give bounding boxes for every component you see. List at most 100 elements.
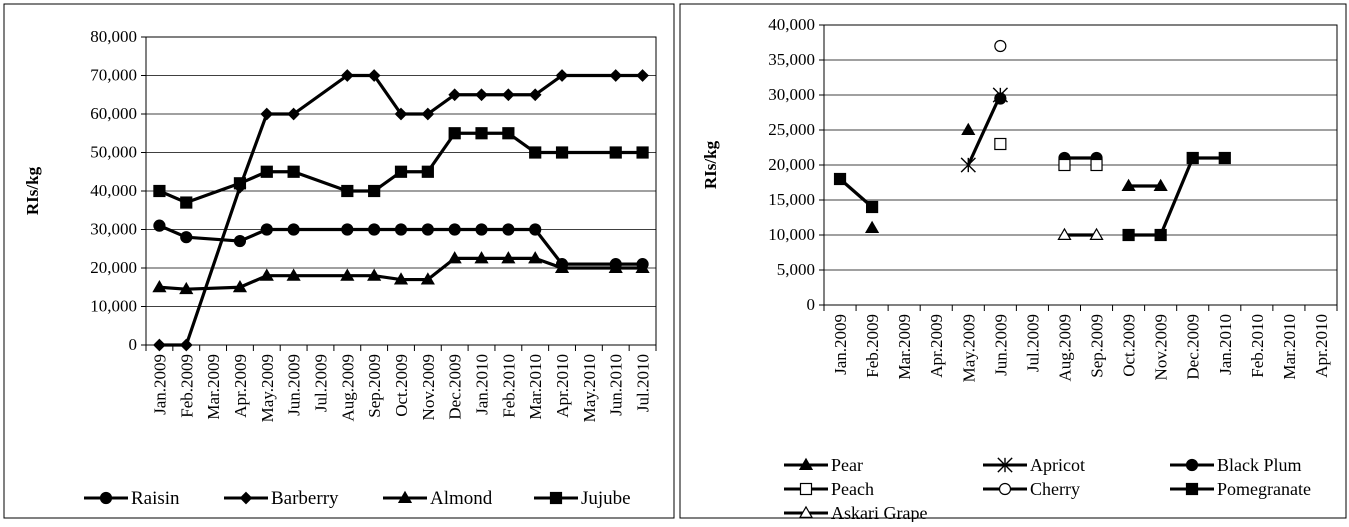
data-point xyxy=(961,122,976,135)
series-askari-grape xyxy=(1057,227,1104,240)
data-point xyxy=(1058,158,1071,172)
data-point xyxy=(554,260,570,273)
x-tick-label: Jan.2009 xyxy=(831,314,850,375)
x-tick-label: Mar.2009 xyxy=(895,314,914,380)
data-point xyxy=(1154,228,1167,242)
data-point xyxy=(1057,227,1072,240)
data-point xyxy=(529,146,542,159)
data-point xyxy=(287,223,300,236)
legend-marker xyxy=(1185,482,1199,496)
x-tick-label: Aug.2009 xyxy=(1055,314,1074,382)
data-point xyxy=(1122,228,1135,242)
data-point xyxy=(555,69,569,82)
data-point xyxy=(180,231,193,244)
y-tick-label: 5,000 xyxy=(777,260,815,279)
data-point xyxy=(833,172,847,186)
data-point xyxy=(152,280,167,293)
data-point xyxy=(394,165,408,178)
x-tick-label: Oct.2009 xyxy=(1120,314,1139,377)
data-point xyxy=(994,137,1007,151)
data-point xyxy=(394,107,408,121)
data-point xyxy=(368,223,381,236)
data-point xyxy=(447,251,462,264)
data-point xyxy=(960,157,976,173)
x-tick-label: Apr.2009 xyxy=(231,354,250,418)
data-point xyxy=(448,88,462,102)
data-point xyxy=(421,223,434,236)
x-tick-label: Sep.2009 xyxy=(365,354,384,418)
legend-label: Jujube xyxy=(581,488,631,509)
data-point xyxy=(393,272,409,285)
y-tick-label: 15,000 xyxy=(768,190,815,209)
data-point xyxy=(341,184,354,198)
data-point xyxy=(1089,227,1104,240)
x-tick-label: Feb.2010 xyxy=(1248,314,1267,378)
legend-item-pomegranate: Pomegranate xyxy=(1170,479,1311,499)
series-line xyxy=(159,256,643,291)
legend-label: Black Plum xyxy=(1217,455,1302,475)
data-point xyxy=(502,127,515,140)
legend-item-apricot: Apricot xyxy=(983,455,1085,475)
legend-marker xyxy=(397,490,413,503)
data-point xyxy=(1090,158,1103,172)
data-point xyxy=(367,268,382,281)
data-point xyxy=(260,223,273,236)
data-point xyxy=(179,281,194,295)
data-point xyxy=(475,223,488,236)
legend-label: Cherry xyxy=(1030,479,1080,499)
data-point xyxy=(153,219,166,232)
data-point xyxy=(287,107,300,121)
legend-item-black-plum: Black Plum xyxy=(1170,455,1302,475)
legend-label: Pomegranate xyxy=(1217,479,1311,499)
y-tick-label: 70,000 xyxy=(90,66,137,85)
x-tick-label: Feb.2010 xyxy=(499,354,518,418)
legend-item-askari-grape: Askari Grape xyxy=(784,503,927,523)
series-almond xyxy=(152,251,650,295)
data-point xyxy=(608,260,623,273)
legend-marker xyxy=(798,505,814,519)
data-point xyxy=(636,69,649,82)
data-point xyxy=(340,69,354,82)
data-point xyxy=(232,280,248,293)
x-tick-label: Apr.2010 xyxy=(553,354,572,418)
y-tick-label: 40,000 xyxy=(90,181,137,200)
x-tick-label: Aug.2009 xyxy=(338,354,357,422)
series-peach xyxy=(994,137,1103,172)
legend-label: Almond xyxy=(430,488,493,509)
y-tick-label: 40,000 xyxy=(768,15,815,34)
x-tick-label: Jan.2010 xyxy=(473,354,492,415)
data-point xyxy=(341,223,354,236)
data-point xyxy=(448,127,461,140)
x-tick-label: Oct.2009 xyxy=(392,354,411,417)
data-point xyxy=(865,220,880,233)
legend-marker xyxy=(799,482,813,496)
y-tick-label: 30,000 xyxy=(768,85,815,104)
data-point xyxy=(635,260,650,273)
legend-marker xyxy=(99,491,113,505)
data-point xyxy=(865,200,879,214)
x-tick-label: Jul.2009 xyxy=(1023,314,1042,372)
data-point xyxy=(260,165,273,178)
series-barberry xyxy=(153,69,649,352)
chart-2: 0 5,000 10,000 15,000 20,000 25,000 30,000 35,0… xyxy=(679,3,1347,523)
series-group xyxy=(152,69,650,352)
y-tick-label: 20,000 xyxy=(90,258,137,277)
data-point xyxy=(502,223,515,236)
data-point xyxy=(394,223,408,236)
data-point xyxy=(474,251,489,264)
series-pomegranate xyxy=(833,151,1231,242)
x-tick-label: Jun.2009 xyxy=(285,354,304,416)
x-tick-label: May.2009 xyxy=(258,354,277,422)
x-tick-label: Mar.2010 xyxy=(526,354,545,420)
data-point xyxy=(636,146,649,159)
data-point xyxy=(994,92,1007,105)
legend-label: Barberry xyxy=(271,488,339,509)
x-tick-label: Feb.2009 xyxy=(177,354,196,418)
y-tick-label: 80,000 xyxy=(90,27,137,46)
x-tick-label: Jan.2010 xyxy=(1216,314,1235,375)
legend-marker xyxy=(239,491,253,505)
x-tick-label: Mar.2009 xyxy=(204,354,223,420)
legend-item-almond: Almond xyxy=(383,488,493,509)
x-tick-label: May.2009 xyxy=(959,314,978,382)
series-line xyxy=(159,73,643,347)
